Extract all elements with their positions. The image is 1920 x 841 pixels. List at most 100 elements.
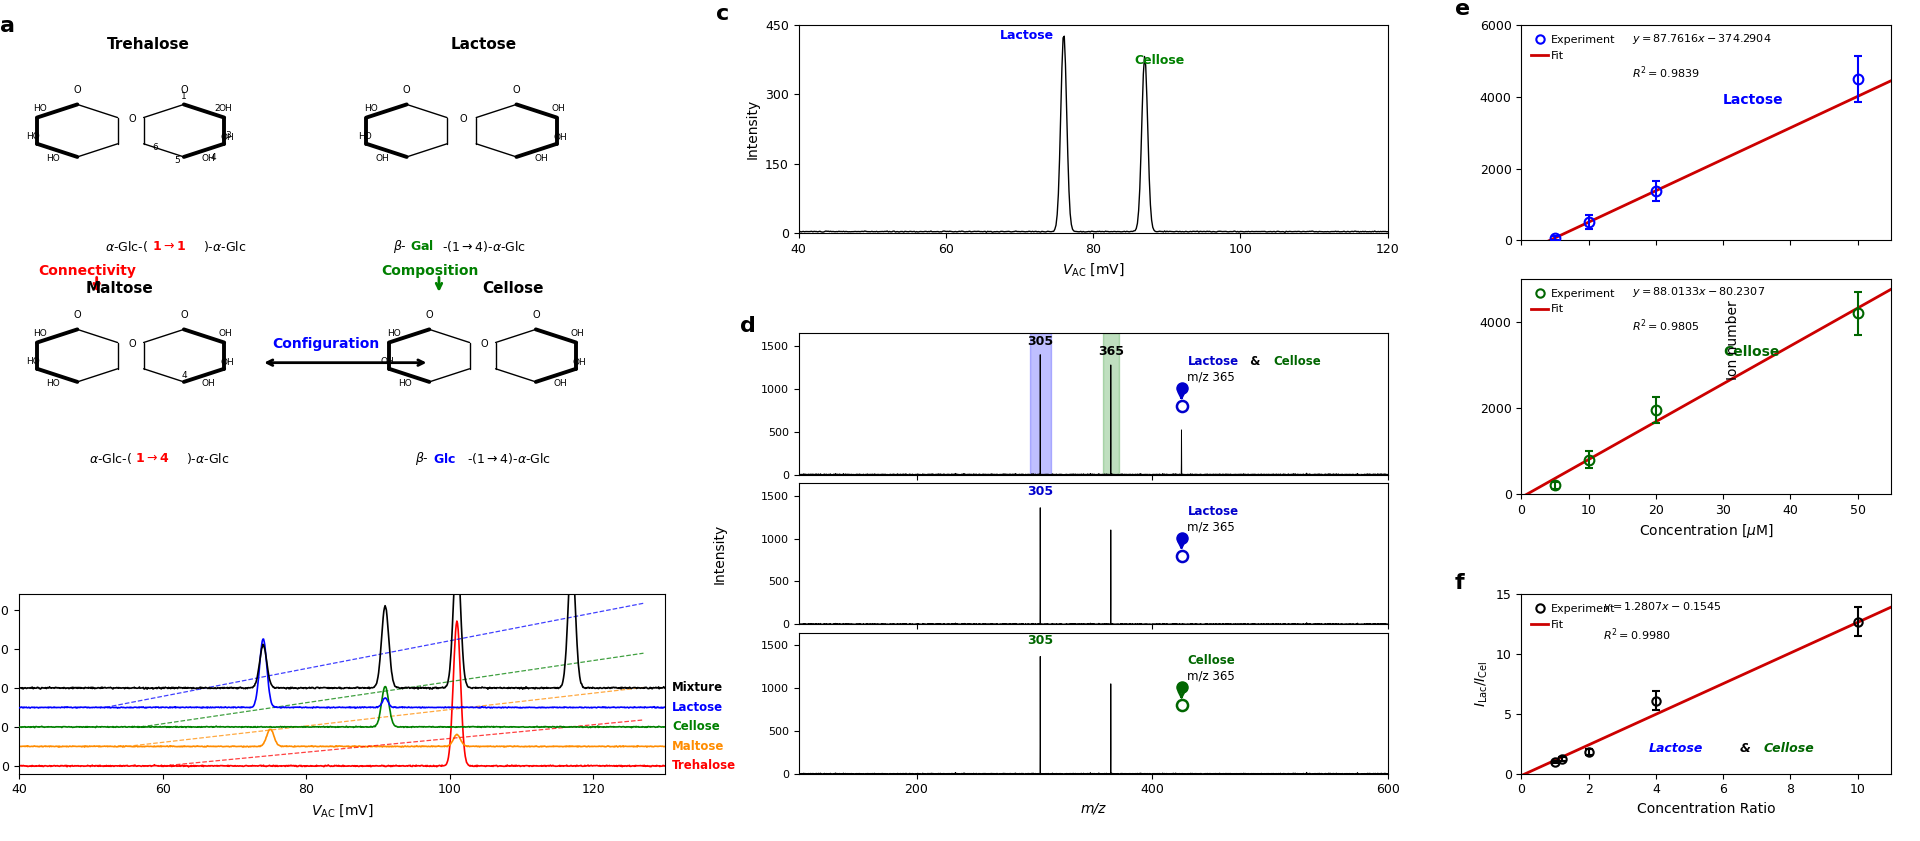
Text: Cellose: Cellose — [1722, 346, 1780, 359]
Text: 2: 2 — [215, 104, 221, 113]
Text: Cellose: Cellose — [1273, 355, 1321, 368]
Text: $y = 87.7616x - 374.2904$: $y = 87.7616x - 374.2904$ — [1632, 32, 1772, 45]
Text: )-$\alpha$-Glc: )-$\alpha$-Glc — [204, 239, 248, 254]
Text: Lactose: Lactose — [451, 37, 516, 52]
Text: f: f — [1455, 573, 1465, 593]
Text: OH: OH — [553, 133, 566, 142]
X-axis label: Concentration [$\mu$M]: Concentration [$\mu$M] — [1640, 522, 1774, 540]
Text: 4: 4 — [209, 153, 215, 161]
Text: 1: 1 — [180, 92, 186, 101]
Text: O: O — [480, 339, 488, 349]
Text: $\beta$-: $\beta$- — [415, 450, 430, 468]
Text: $R^2 = 0.9805$: $R^2 = 0.9805$ — [1632, 318, 1699, 334]
Text: Composition: Composition — [380, 264, 478, 278]
Text: -(1$\rightarrow$4)-$\alpha$-Glc: -(1$\rightarrow$4)-$\alpha$-Glc — [467, 452, 551, 466]
Text: Maltose: Maltose — [84, 281, 154, 296]
Text: O: O — [426, 310, 434, 320]
Text: O: O — [180, 85, 188, 95]
Text: OH: OH — [570, 329, 586, 338]
Text: Cellose: Cellose — [1187, 654, 1235, 667]
Legend: Experiment, Fit: Experiment, Fit — [1526, 31, 1620, 66]
Text: Cellose: Cellose — [1763, 743, 1814, 755]
Text: HO: HO — [33, 329, 46, 338]
Text: $\mathbf{1}{\rightarrow}\mathbf{4}$: $\mathbf{1}{\rightarrow}\mathbf{4}$ — [136, 452, 169, 465]
Text: $\alpha$-Glc-(: $\alpha$-Glc-( — [106, 239, 148, 254]
Text: $\mathbf{Glc}$: $\mathbf{Glc}$ — [432, 452, 455, 466]
Text: O: O — [459, 114, 467, 124]
Text: Cellose: Cellose — [672, 721, 720, 733]
Text: O: O — [403, 85, 411, 95]
Text: O: O — [129, 114, 136, 124]
Text: 305: 305 — [1027, 335, 1054, 348]
Y-axis label: Intensity: Intensity — [712, 523, 726, 584]
Text: OH: OH — [202, 154, 215, 163]
Text: Lactose: Lactose — [1187, 355, 1238, 368]
Text: O: O — [73, 85, 81, 95]
Text: $\mathbf{Gal}$: $\mathbf{Gal}$ — [409, 240, 434, 253]
Text: -(1$\rightarrow$4)-$\alpha$-Glc: -(1$\rightarrow$4)-$\alpha$-Glc — [442, 239, 526, 254]
Text: HO: HO — [397, 379, 411, 388]
Text: HO: HO — [33, 104, 46, 113]
Text: OH: OH — [572, 358, 588, 367]
Text: 5: 5 — [175, 156, 180, 165]
Text: Trehalose: Trehalose — [108, 37, 190, 52]
Text: 305: 305 — [1027, 634, 1054, 647]
Text: OH: OH — [221, 358, 234, 367]
X-axis label: $V_{\rm AC}$ [mV]: $V_{\rm AC}$ [mV] — [311, 802, 372, 819]
Text: HO: HO — [357, 132, 372, 141]
Text: Lactose: Lactose — [1722, 93, 1784, 107]
Text: 4: 4 — [180, 371, 186, 379]
Y-axis label: $I_{\rm Lac}/I_{\rm Cel}$: $I_{\rm Lac}/I_{\rm Cel}$ — [1475, 661, 1490, 707]
Text: OH: OH — [553, 379, 566, 388]
Text: HO: HO — [46, 379, 60, 388]
Text: $y = 1.2807x - 0.1545$: $y = 1.2807x - 0.1545$ — [1603, 600, 1722, 614]
Text: m/z 365: m/z 365 — [1187, 370, 1235, 383]
Text: Cellose: Cellose — [482, 281, 543, 296]
Text: OH: OH — [551, 104, 564, 113]
Text: $R^2 = 0.9839$: $R^2 = 0.9839$ — [1632, 64, 1699, 81]
Text: HO: HO — [46, 154, 60, 163]
Legend: Experiment, Fit: Experiment, Fit — [1526, 600, 1620, 634]
Text: O: O — [513, 85, 520, 95]
Text: Trehalose: Trehalose — [672, 759, 735, 772]
Text: OH: OH — [380, 357, 394, 366]
Text: Connectivity: Connectivity — [38, 264, 136, 278]
Bar — [1102, 333, 1119, 474]
Text: $y = 88.0133x - 80.2307$: $y = 88.0133x - 80.2307$ — [1632, 285, 1766, 299]
X-axis label: $V_{\rm AC}$ [mV]: $V_{\rm AC}$ [mV] — [1062, 262, 1125, 278]
Text: 6: 6 — [152, 143, 157, 152]
Text: &: & — [1740, 743, 1751, 755]
Text: OH: OH — [219, 329, 232, 338]
Text: Cellose: Cellose — [1135, 55, 1185, 67]
Text: Maltose: Maltose — [672, 740, 724, 753]
Text: OH: OH — [374, 154, 390, 163]
Text: O: O — [532, 310, 540, 320]
Text: Ion number: Ion number — [1726, 301, 1740, 380]
Text: $\beta$-: $\beta$- — [394, 238, 407, 255]
X-axis label: Concentration Ratio: Concentration Ratio — [1638, 802, 1776, 816]
Text: Lactose: Lactose — [1649, 743, 1703, 755]
Text: Lactose: Lactose — [1000, 29, 1054, 42]
Text: OH: OH — [219, 104, 232, 113]
Text: O: O — [180, 310, 188, 320]
Text: Lactose: Lactose — [1187, 505, 1238, 517]
Text: O: O — [129, 339, 136, 349]
Text: a: a — [0, 16, 15, 36]
Text: Mixture: Mixture — [672, 681, 724, 695]
Text: O: O — [73, 310, 81, 320]
Text: $\mathbf{1}{\rightarrow}\mathbf{1}$: $\mathbf{1}{\rightarrow}\mathbf{1}$ — [152, 240, 186, 253]
Text: HO: HO — [27, 357, 40, 366]
Text: )-$\alpha$-Glc: )-$\alpha$-Glc — [186, 452, 228, 466]
Text: m/z 365: m/z 365 — [1187, 520, 1235, 533]
Y-axis label: Intensity: Intensity — [745, 99, 760, 159]
X-axis label: m/z: m/z — [1081, 802, 1106, 816]
Text: OH: OH — [202, 379, 215, 388]
Text: $R^2 = 0.9980$: $R^2 = 0.9980$ — [1603, 627, 1670, 643]
Text: 305: 305 — [1027, 484, 1054, 498]
Text: HO: HO — [27, 132, 40, 141]
Text: OH: OH — [221, 133, 234, 142]
Text: HO: HO — [365, 104, 378, 113]
Text: 3: 3 — [225, 130, 230, 140]
Text: &: & — [1246, 355, 1265, 368]
Text: e: e — [1455, 0, 1471, 19]
